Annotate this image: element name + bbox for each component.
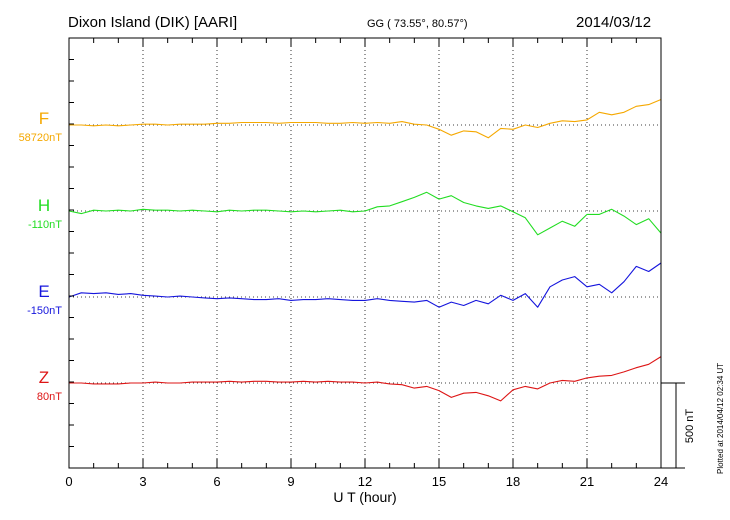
x-tick-label: 9: [287, 474, 294, 489]
scale-bar-label: 500 nT: [684, 409, 696, 444]
series-baseline-h: -110nT: [28, 219, 62, 231]
chart-date: 2014/03/12: [576, 14, 652, 31]
series-name-e: E: [38, 282, 49, 301]
grid-lines: [69, 38, 661, 468]
station-coords: GG ( 73.55°, 80.57°): [367, 18, 468, 30]
series-baseline-f: 58720nT: [19, 132, 63, 144]
series-line-e: [68, 262, 662, 308]
x-tick-label: 21: [580, 474, 594, 489]
station-title: Dixon Island (DIK) [AARI]: [68, 14, 238, 31]
x-axis-label: U T (hour): [333, 489, 396, 505]
x-tick-label: 12: [358, 474, 372, 489]
x-tick-labels: 0 3 6 9 12 15 18 21 24: [65, 474, 668, 489]
series-baseline-z: 80nT: [37, 391, 62, 403]
series-name-h: H: [38, 196, 50, 215]
x-tick-label: 24: [654, 474, 668, 489]
plotted-timestamp: Plotted at 2014/04/12 02:34 UT: [716, 362, 725, 474]
axis-ticks: [68, 38, 662, 468]
series-name-f: F: [39, 109, 49, 128]
scale-bar: 500 nT: [661, 382, 696, 469]
x-tick-label: 15: [432, 474, 446, 489]
x-tick-label: 18: [506, 474, 520, 489]
series-name-z: Z: [39, 368, 49, 387]
series-baseline-e: -150nT: [27, 305, 62, 317]
series-labels: F 58720nT H -110nT E -150nT Z 80nT: [19, 109, 63, 403]
series-traces: [68, 98, 662, 402]
series-line-f: [69, 98, 662, 139]
x-tick-label: 3: [139, 474, 146, 489]
x-tick-label: 6: [213, 474, 220, 489]
x-tick-label: 0: [65, 474, 72, 489]
series-line-h: [68, 191, 662, 236]
series-line-z: [69, 356, 662, 402]
